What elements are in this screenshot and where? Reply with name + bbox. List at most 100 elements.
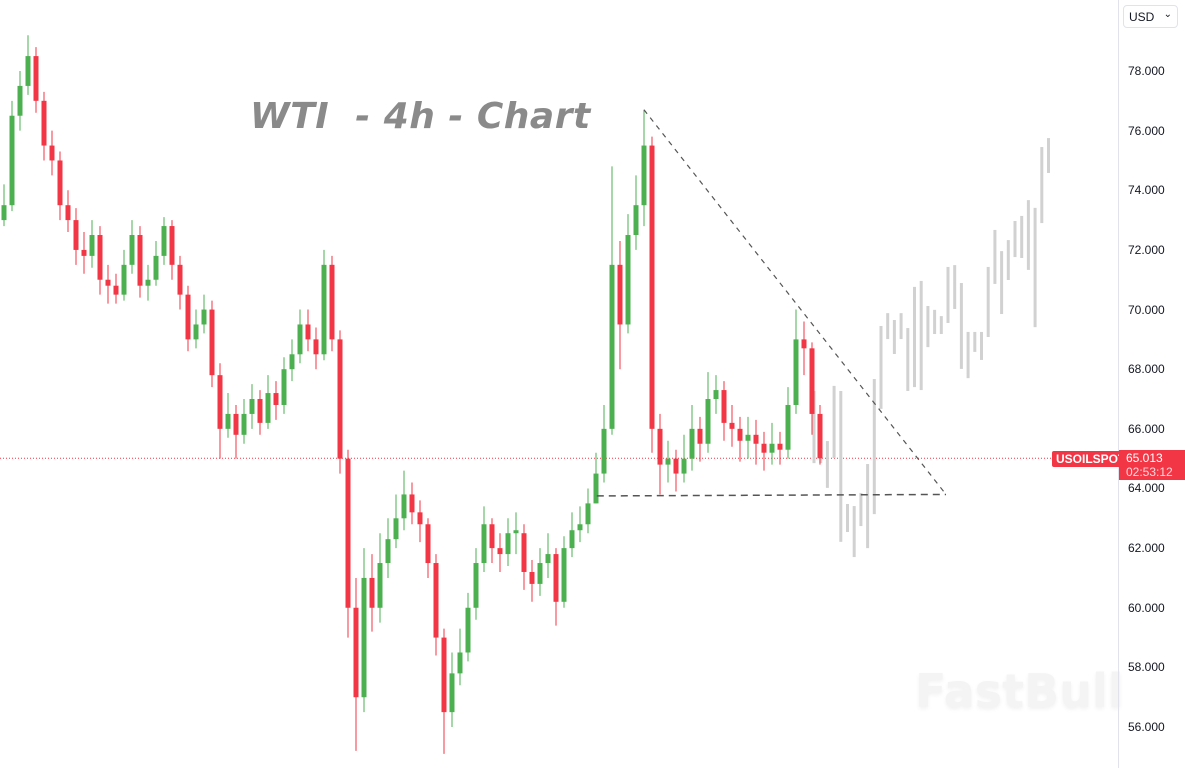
y-tick-label: 62.000 bbox=[1128, 541, 1165, 556]
projection-bar bbox=[832, 385, 836, 459]
candle-body bbox=[9, 115, 15, 206]
candle-body bbox=[73, 220, 79, 250]
candle-body bbox=[33, 56, 39, 101]
candle-body bbox=[169, 226, 175, 265]
candle-body bbox=[713, 390, 719, 400]
projection-bar bbox=[1020, 215, 1024, 258]
candle-body bbox=[257, 399, 263, 423]
candle-body bbox=[657, 428, 663, 465]
projection-bar bbox=[879, 325, 883, 409]
projection-bar bbox=[846, 503, 849, 533]
candle-body bbox=[185, 294, 191, 340]
projection-bar bbox=[966, 331, 970, 379]
candle-body bbox=[369, 577, 375, 608]
projection-bar bbox=[892, 319, 896, 354]
currency-selector[interactable]: USD ⌄ bbox=[1123, 5, 1178, 28]
y-tick-label: 70.000 bbox=[1128, 302, 1165, 317]
candle-body bbox=[769, 443, 775, 453]
candle-body bbox=[609, 264, 615, 429]
candle-body bbox=[97, 235, 103, 280]
y-tick-label: 56.000 bbox=[1128, 720, 1165, 735]
candle-body bbox=[217, 375, 223, 429]
candle-body bbox=[193, 324, 199, 340]
candle-body bbox=[329, 264, 335, 340]
descending-trendline bbox=[643, 109, 947, 495]
candle-body bbox=[553, 554, 559, 602]
candle-body bbox=[385, 539, 391, 564]
candle-body bbox=[537, 563, 543, 584]
projection-bar bbox=[973, 331, 977, 352]
projection-bar bbox=[1026, 200, 1030, 270]
projection-bar bbox=[959, 283, 963, 369]
y-tick-label: 72.000 bbox=[1128, 242, 1165, 257]
y-tick-label: 76.000 bbox=[1128, 123, 1165, 138]
candle-body bbox=[753, 434, 759, 444]
candle-body bbox=[457, 652, 463, 674]
candle-body bbox=[513, 530, 519, 534]
candle-body bbox=[201, 309, 207, 325]
projection-bar bbox=[1040, 147, 1044, 224]
projection-bar bbox=[919, 280, 923, 391]
candle-body bbox=[233, 413, 239, 435]
price-chart[interactable] bbox=[0, 0, 1118, 768]
y-tick-label: 58.000 bbox=[1128, 660, 1165, 675]
candle-body bbox=[281, 369, 287, 405]
candle-body bbox=[577, 524, 583, 531]
candle-body bbox=[417, 512, 423, 525]
projection-bar bbox=[872, 379, 876, 515]
candle-body bbox=[641, 145, 647, 206]
candle-body bbox=[121, 264, 127, 295]
candle-body bbox=[89, 235, 95, 256]
candle-body bbox=[817, 413, 823, 459]
candle-body bbox=[545, 554, 551, 564]
projection-bar bbox=[993, 229, 997, 284]
projection-bar bbox=[933, 309, 937, 335]
candle-body bbox=[1, 205, 7, 221]
candle-body bbox=[337, 339, 343, 459]
candle-body bbox=[729, 422, 735, 429]
candle-body bbox=[289, 354, 295, 370]
candle-body bbox=[81, 249, 87, 256]
candle-body bbox=[137, 235, 143, 286]
y-tick-label: 60.000 bbox=[1128, 600, 1165, 615]
projection-bar bbox=[866, 464, 870, 549]
symbol-label: USOILSPOT bbox=[1052, 451, 1130, 467]
projection-bar bbox=[1013, 220, 1017, 258]
candle-body bbox=[145, 279, 151, 286]
projection-bar bbox=[1047, 138, 1050, 173]
chart-title: WTI - 4h - Chart bbox=[250, 96, 591, 137]
projection-bar bbox=[939, 316, 943, 335]
projection-bar bbox=[859, 492, 863, 527]
candle-body bbox=[161, 226, 167, 256]
candle-body bbox=[617, 264, 623, 325]
candle-body bbox=[569, 530, 575, 549]
candle-body bbox=[209, 309, 215, 376]
candle-body bbox=[177, 264, 183, 295]
candle-body bbox=[313, 339, 319, 355]
projection-bar bbox=[986, 266, 990, 337]
y-tick-label: 68.000 bbox=[1128, 362, 1165, 377]
projection-bar bbox=[886, 313, 890, 340]
candle-body bbox=[529, 571, 535, 584]
candle-body bbox=[129, 235, 135, 265]
candle-body bbox=[265, 393, 271, 423]
candle-body bbox=[801, 339, 807, 349]
candle-body bbox=[505, 533, 511, 555]
candle-body bbox=[225, 413, 231, 429]
candle-body bbox=[593, 473, 599, 504]
projection-bar bbox=[946, 266, 950, 323]
projection-bar bbox=[1000, 251, 1004, 315]
candle-body bbox=[633, 205, 639, 236]
price-axis-border bbox=[1118, 0, 1119, 768]
candle-body bbox=[41, 100, 47, 146]
projection-bar bbox=[812, 390, 816, 464]
candle-body bbox=[401, 494, 407, 519]
y-tick-label: 64.000 bbox=[1128, 481, 1165, 496]
candle-body bbox=[449, 673, 455, 713]
candle-body bbox=[241, 413, 247, 435]
candle-body bbox=[353, 607, 359, 698]
projection-bar bbox=[899, 313, 903, 340]
projection-bar bbox=[953, 265, 957, 309]
candle-body bbox=[721, 390, 727, 423]
candle-body bbox=[625, 235, 631, 325]
